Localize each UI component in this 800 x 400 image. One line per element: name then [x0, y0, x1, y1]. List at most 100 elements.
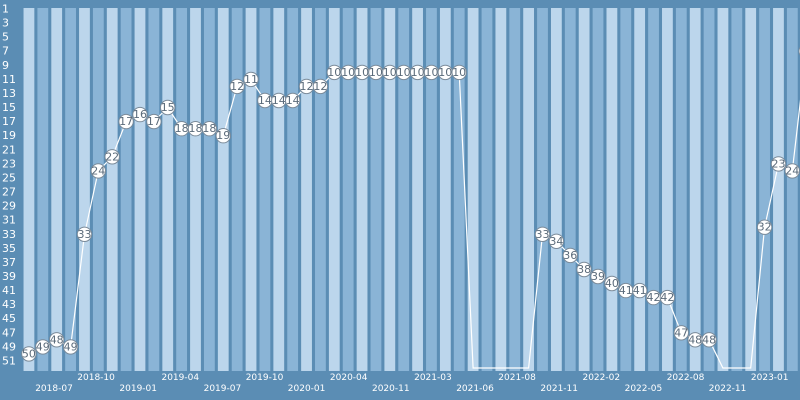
data-point: 15	[160, 99, 176, 116]
data-label: 10	[425, 66, 439, 79]
data-label: 49	[64, 340, 78, 353]
data-point: 12	[298, 78, 315, 95]
y-tick-label: 45	[2, 312, 16, 325]
data-point-marker	[146, 113, 162, 130]
data-point: 23	[770, 156, 787, 172]
data-point: 18	[173, 121, 190, 137]
column-band	[287, 8, 299, 371]
data-point: 10	[340, 64, 356, 81]
data-label: 36	[563, 249, 577, 262]
data-point-marker	[201, 121, 218, 137]
column-band	[342, 8, 354, 371]
data-point-marker	[632, 282, 648, 299]
column-band	[162, 8, 174, 371]
data-label: 24	[91, 164, 105, 177]
column-band	[578, 8, 590, 371]
data-label: 34	[549, 235, 563, 248]
y-tick-label: 33	[2, 228, 16, 241]
data-point-marker	[104, 149, 120, 165]
y-tick-label: 5	[2, 31, 9, 44]
y-tick-label: 3	[2, 17, 9, 30]
y-tick-label: 29	[2, 200, 16, 213]
data-point: 50	[21, 346, 37, 362]
data-point-marker	[534, 226, 551, 243]
data-label: 15	[161, 101, 175, 114]
y-tick-label: 49	[2, 340, 16, 353]
column-band	[509, 8, 521, 371]
x-tick-label: 2020-04	[330, 373, 368, 383]
data-point-marker	[76, 226, 93, 243]
data-label: 33	[536, 228, 550, 241]
y-tick-label: 17	[2, 115, 16, 128]
x-tick-label: 2022-02	[582, 373, 620, 383]
data-point-marker	[160, 99, 176, 116]
data-point: 10	[326, 64, 342, 81]
data-label: 32	[758, 221, 772, 234]
column-band	[203, 8, 215, 371]
y-tick-label: 15	[2, 101, 16, 114]
data-point-marker	[604, 275, 620, 292]
data-point: 39	[590, 268, 606, 285]
column-band	[550, 8, 562, 371]
data-label: 24	[785, 164, 799, 177]
data-label: 48	[50, 333, 64, 346]
data-point-marker	[62, 339, 79, 355]
data-label: 48	[688, 333, 702, 346]
column-band	[176, 8, 188, 371]
y-tick-label: 31	[2, 214, 16, 227]
y-tick-label: 23	[2, 157, 16, 170]
data-label: 47	[674, 326, 688, 339]
column-band	[467, 8, 479, 371]
column-band	[453, 8, 465, 371]
data-point: 12	[312, 78, 329, 95]
data-point-marker	[770, 156, 787, 172]
data-point: 10	[382, 64, 398, 81]
data-point-marker	[215, 128, 232, 144]
column-band	[356, 8, 368, 371]
data-point: 48	[701, 332, 717, 348]
data-point: 24	[784, 163, 800, 179]
column-band	[106, 8, 118, 371]
data-label: 10	[369, 66, 383, 79]
data-point-marker	[756, 219, 773, 235]
data-point: 14	[271, 92, 287, 109]
data-point: 10	[451, 64, 467, 81]
data-point: 17	[118, 113, 134, 130]
x-tick-label: 2021-11	[540, 384, 578, 394]
column-band	[675, 8, 687, 371]
data-label: 41	[619, 284, 633, 297]
data-point: 33	[534, 226, 551, 243]
data-point-marker	[285, 92, 301, 109]
data-point: 36	[562, 247, 578, 264]
column-band	[759, 8, 770, 371]
data-label: 50	[22, 347, 36, 360]
data-point-marker	[673, 325, 689, 341]
data-point: 48	[687, 332, 703, 348]
x-tick-label: 2022-11	[709, 384, 747, 394]
x-tick-label: 2022-05	[625, 384, 663, 394]
x-tick-label: 2019-04	[161, 373, 199, 383]
column-band	[273, 8, 285, 371]
data-label: 39	[591, 270, 605, 283]
data-label: 18	[175, 122, 189, 135]
column-band	[328, 8, 340, 371]
x-tick-label: 2021-03	[414, 373, 452, 383]
column-band	[384, 8, 396, 371]
data-label: 49	[36, 340, 50, 353]
data-label: 10	[397, 66, 411, 79]
column-band	[495, 8, 507, 371]
data-label: 40	[605, 277, 619, 290]
x-tick-label: 2020-01	[288, 384, 326, 394]
data-label: 17	[119, 115, 133, 128]
x-axis-labels: 2018-07 2018-10 2019-01 2019-04 2019-07 2019-…	[35, 373, 788, 394]
data-label: 10	[355, 66, 369, 79]
column-band	[37, 8, 49, 371]
x-tick-label: 2021-06	[456, 384, 494, 394]
y-tick-label: 25	[2, 171, 16, 184]
column-band	[23, 8, 35, 371]
data-point: 10	[437, 64, 453, 81]
data-point: 47	[673, 325, 689, 341]
column-band	[689, 8, 701, 371]
